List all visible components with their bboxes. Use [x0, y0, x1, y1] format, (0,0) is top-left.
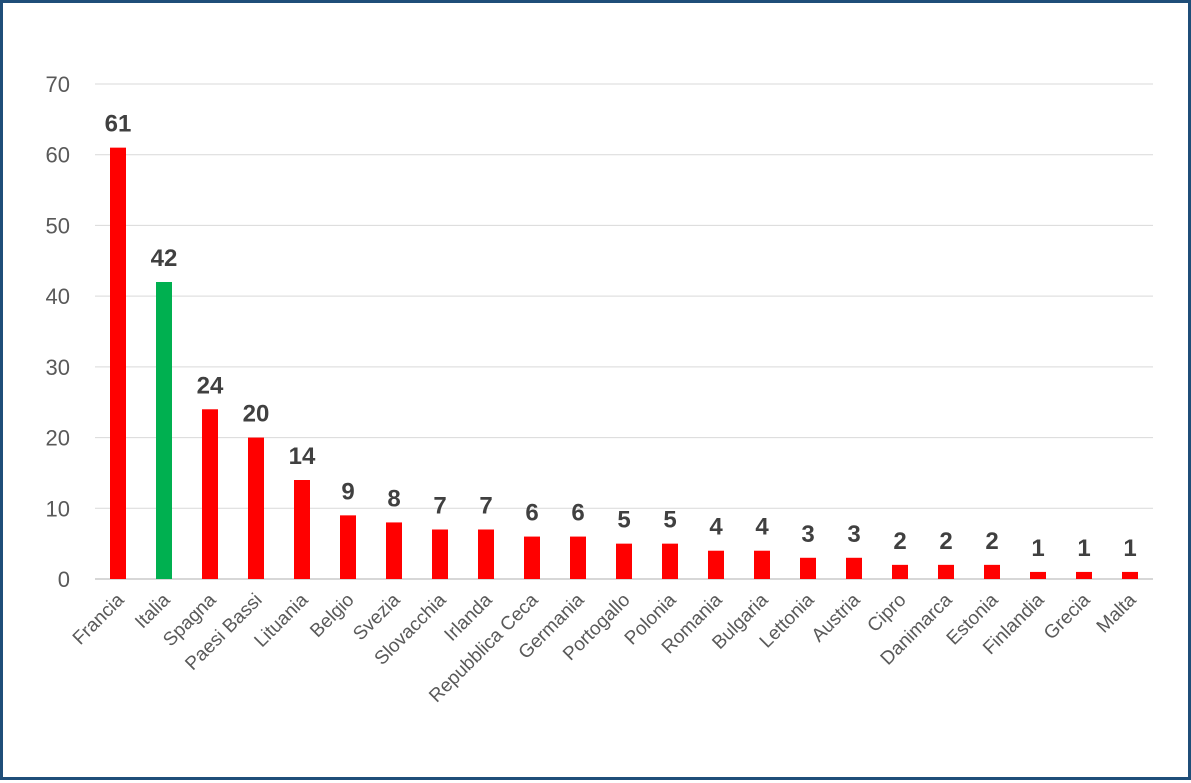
x-tick-label: Belgio: [306, 590, 358, 642]
bar: [1030, 571, 1046, 579]
bar: [938, 564, 954, 579]
bar: [432, 529, 448, 579]
y-tick-label: 0: [58, 567, 70, 592]
x-tick-label: Austria: [808, 589, 865, 646]
data-label: 2: [893, 528, 906, 555]
y-tick-label: 40: [46, 284, 70, 309]
bar: [294, 480, 310, 579]
data-label: 9: [341, 478, 354, 505]
data-labels: 61 42 24 20 14 9 8 7 7 6 6 5 5 4 4 3 3 2 2 2 1 1 1: [105, 111, 1137, 562]
data-label: 8: [387, 485, 400, 512]
data-label: 4: [709, 514, 723, 541]
data-label: 3: [801, 521, 814, 548]
data-label: 1: [1077, 535, 1090, 562]
bar: [800, 557, 816, 579]
y-tick-label: 60: [46, 143, 70, 168]
bar: [386, 522, 402, 579]
bar: [202, 409, 218, 579]
bar: [892, 564, 908, 579]
y-axis-ticks: 0 10 20 30 40 50 60 70: [46, 72, 70, 592]
y-tick-label: 10: [46, 496, 70, 521]
bars: [110, 147, 1138, 579]
data-label: 3: [847, 521, 860, 548]
gridlines: [95, 83, 1153, 580]
data-label: 5: [617, 507, 630, 534]
x-tick-label: Grecia: [1040, 589, 1095, 644]
data-label: 6: [525, 500, 538, 527]
data-label: 7: [433, 493, 446, 520]
data-label: 7: [479, 493, 492, 520]
data-label: 61: [105, 111, 132, 138]
bar: [340, 515, 356, 579]
bar: [1076, 571, 1092, 579]
data-label: 2: [985, 528, 998, 555]
data-label: 5: [663, 507, 676, 534]
data-label: 42: [151, 245, 178, 272]
bar: [662, 543, 678, 579]
bar: [754, 550, 770, 579]
data-label: 20: [243, 401, 270, 428]
bar: [110, 147, 126, 579]
x-tick-label: Francia: [69, 589, 129, 649]
data-label: 14: [289, 443, 316, 470]
y-tick-label: 20: [46, 426, 70, 451]
bar: [984, 564, 1000, 579]
bar: [708, 550, 724, 579]
bar: [524, 536, 540, 579]
bar-chart: 0 10 20 30 40 50 60 70 61 42 24 20 14 9 8 7 7 6 6 5 5 4 4 3 3 2 2…: [46, 72, 1153, 707]
x-tick-label: Malta: [1093, 589, 1141, 637]
bar: [616, 543, 632, 579]
data-label: 24: [197, 372, 224, 399]
bar: [570, 536, 586, 579]
bar: [846, 557, 862, 579]
y-tick-label: 30: [46, 355, 70, 380]
y-tick-label: 70: [46, 72, 70, 97]
bar: [156, 282, 172, 579]
data-label: 6: [571, 500, 584, 527]
data-label: 1: [1031, 535, 1044, 562]
data-label: 4: [755, 514, 769, 541]
bar: [478, 529, 494, 579]
data-label: 2: [939, 528, 952, 555]
y-tick-label: 50: [46, 213, 70, 238]
bar: [248, 437, 264, 579]
bar: [1122, 571, 1138, 579]
data-label: 1: [1123, 535, 1136, 562]
